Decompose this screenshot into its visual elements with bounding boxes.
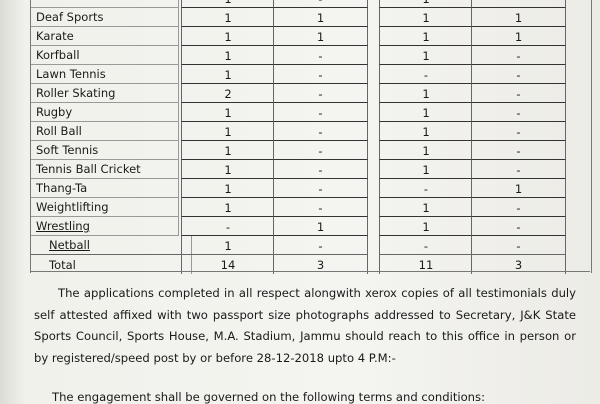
count-cell-c4: 1 — [471, 7, 566, 27]
sport-name-cell: Tennis Ball Cricket — [31, 159, 179, 179]
count-cell-c2: 3 — [273, 254, 368, 274]
count-cell-c4: - — [471, 102, 566, 122]
count-cell-c3: - — [379, 235, 472, 255]
sport-name-cell: Weightlifting — [31, 197, 179, 217]
sport-name-cell: Karate — [31, 26, 179, 46]
count-cell-c3: - — [379, 64, 472, 84]
count-cell-c4: 3 — [471, 254, 566, 274]
sport-name-cell — [31, 0, 179, 8]
count-cell-c1: 1 — [181, 7, 274, 27]
table-row: Weightlifting 1-1- — [31, 197, 591, 217]
count-cell-c3: 1 — [379, 0, 472, 8]
table-row: Rugby 1-1- — [31, 102, 591, 122]
sport-name-cell: Total — [31, 254, 192, 274]
count-cell-c4: 1 — [471, 178, 566, 198]
sport-name-cell: Rugby — [31, 102, 179, 122]
count-cell-c1: 1 — [181, 0, 274, 8]
count-cell-c3: 1 — [379, 121, 472, 141]
count-cell-c1: 1 — [181, 235, 274, 255]
sport-name-cell: Roller Skating — [31, 83, 179, 103]
count-cell-c3: 1 — [379, 197, 472, 217]
table-row: Deaf Sports 1 1 1 1 — [31, 7, 591, 27]
count-cell-c2: - — [273, 83, 368, 103]
count-cell-c1: 2 — [181, 83, 274, 103]
table-row: Karate 1 1 1 1 — [31, 26, 591, 46]
table-row: Thang-Ta 1- -1 — [31, 178, 591, 198]
count-cell-c1: 1 — [181, 45, 274, 65]
count-cell-c2: 1 — [273, 7, 368, 27]
table-row: Roller Skating 2-1- — [31, 83, 591, 103]
count-cell-c3: 1 — [379, 102, 472, 122]
count-cell-c1: 1 — [181, 64, 274, 84]
instructions-text: The applications completed in all respec… — [34, 286, 576, 365]
count-cell-c1: - — [181, 216, 274, 236]
table-row: Tennis Ball Cricket 1-1- — [31, 159, 591, 179]
sport-name-cell: Deaf Sports — [31, 7, 179, 27]
sport-name-cell: Roll Ball — [31, 121, 179, 141]
count-cell-c4: - — [471, 216, 566, 236]
count-cell-c4: - — [471, 235, 566, 255]
count-cell-c1: 1 — [181, 140, 274, 160]
count-cell-c3: 1 — [379, 140, 472, 160]
count-cell-c3: 1 — [379, 26, 472, 46]
count-cell-c4: - — [471, 45, 566, 65]
count-cell-c2: - — [273, 159, 368, 179]
count-cell-c2: - — [273, 235, 368, 255]
count-cell-c3: 1 — [379, 159, 472, 179]
count-cell-c3: - — [379, 178, 472, 198]
table-row: Lawn Tennis 1- - - — [31, 64, 591, 84]
count-cell-c1: 1 — [181, 197, 274, 217]
count-cell-c3: 11 — [379, 254, 472, 274]
sport-name-cell: Lawn Tennis — [31, 64, 179, 84]
table-row: Soft Tennis 1-1- — [31, 140, 591, 160]
count-cell-c2: 1 — [273, 26, 368, 46]
table-row: Roll Ball 1-1- — [31, 121, 591, 141]
count-cell-c3: 1 — [379, 83, 472, 103]
count-cell-c4: - — [471, 121, 566, 141]
table-row: Korfball 1-1- — [31, 45, 591, 65]
sport-name-cell: Wrestling — [31, 216, 179, 236]
count-cell-c4: - — [471, 64, 566, 84]
count-cell-c4: - — [471, 140, 566, 160]
count-cell-c1: 14 — [181, 254, 274, 274]
sport-name-cell: Thang-Ta — [31, 178, 179, 198]
count-cell-c2: - — [273, 45, 368, 65]
count-cell-c1: 1 — [181, 26, 274, 46]
count-cell-c3: 1 — [379, 45, 472, 65]
table-row: Netball 1- - - — [31, 235, 591, 255]
count-cell-c1: 1 — [181, 159, 274, 179]
count-cell-c2: - — [273, 121, 368, 141]
count-cell-c2: 1 — [273, 216, 368, 236]
sport-name-cell: Soft Tennis — [31, 140, 179, 160]
count-cell-c4: - — [471, 159, 566, 179]
count-cell-c4: - — [471, 83, 566, 103]
count-cell-c2: - — [273, 197, 368, 217]
count-cell-c3: 1 — [379, 216, 472, 236]
count-cell-c1: 1 — [181, 121, 274, 141]
count-cell-c2: - — [273, 0, 368, 8]
count-cell-c2: - — [273, 102, 368, 122]
count-cell-c1: 1 — [181, 102, 274, 122]
count-cell-c2: - — [273, 64, 368, 84]
sport-name-cell: Korfball — [31, 45, 179, 65]
table-row: Wrestling -1 1- — [31, 216, 591, 236]
table-total-row: Total 14 3 11 3 — [31, 254, 591, 274]
count-cell-c2: - — [273, 178, 368, 198]
table-row: 1-1 — [31, 0, 591, 8]
table-bottom-border — [30, 271, 590, 272]
count-cell-c4: - — [471, 197, 566, 217]
sports-vacancy-table: 1-1Deaf Sports1111Karate1111Korfball1-1-… — [30, 0, 592, 274]
count-cell-c2: - — [273, 140, 368, 160]
count-cell-c1: 1 — [181, 178, 274, 198]
count-cell-c4: 1 — [471, 26, 566, 46]
sport-name-cell: Netball — [31, 235, 192, 255]
terms-intro-line: The engagement shall be governed on the … — [52, 390, 485, 404]
instructions-paragraph: The applications completed in all respec… — [34, 283, 576, 369]
count-cell-c3: 1 — [379, 7, 472, 27]
count-cell-c4 — [471, 0, 566, 8]
